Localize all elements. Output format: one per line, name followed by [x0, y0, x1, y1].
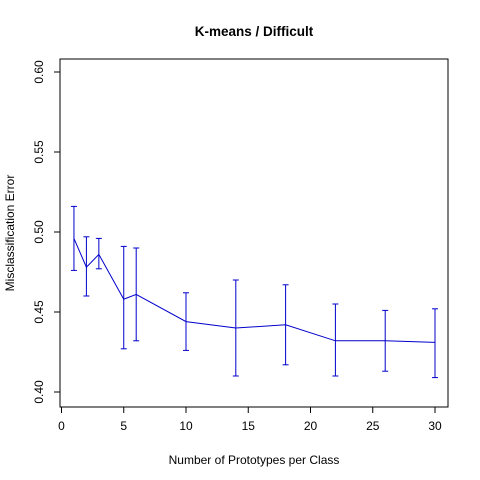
y-tick-label: 0.50 — [32, 220, 46, 244]
y-tick-label: 0.45 — [32, 300, 46, 324]
x-axis-label: Number of Prototypes per Class — [169, 453, 340, 467]
y-tick-label: 0.60 — [32, 60, 46, 84]
series-line — [73, 238, 436, 343]
y-tick-label: 0.55 — [32, 140, 46, 164]
y-axis: 0.40 0.45 0.50 0.55 0.60 — [32, 60, 61, 404]
x-axis: 0 5 10 15 20 25 30 — [58, 406, 442, 433]
x-tick-label: 20 — [304, 419, 318, 433]
x-tick-label: 25 — [366, 419, 380, 433]
y-tick-label: 0.40 — [32, 380, 46, 404]
series-group — [73, 238, 436, 343]
y-axis-label: Misclassification Error — [3, 175, 17, 292]
x-tick-label: 15 — [242, 419, 256, 433]
x-tick-label: 10 — [179, 419, 193, 433]
x-tick-label: 30 — [428, 419, 442, 433]
chart-title: K-means / Difficult — [195, 24, 314, 39]
error-bars — [70, 205, 438, 379]
x-tick-label: 5 — [120, 419, 127, 433]
plot-frame — [59, 58, 449, 408]
x-tick-label: 0 — [58, 419, 65, 433]
